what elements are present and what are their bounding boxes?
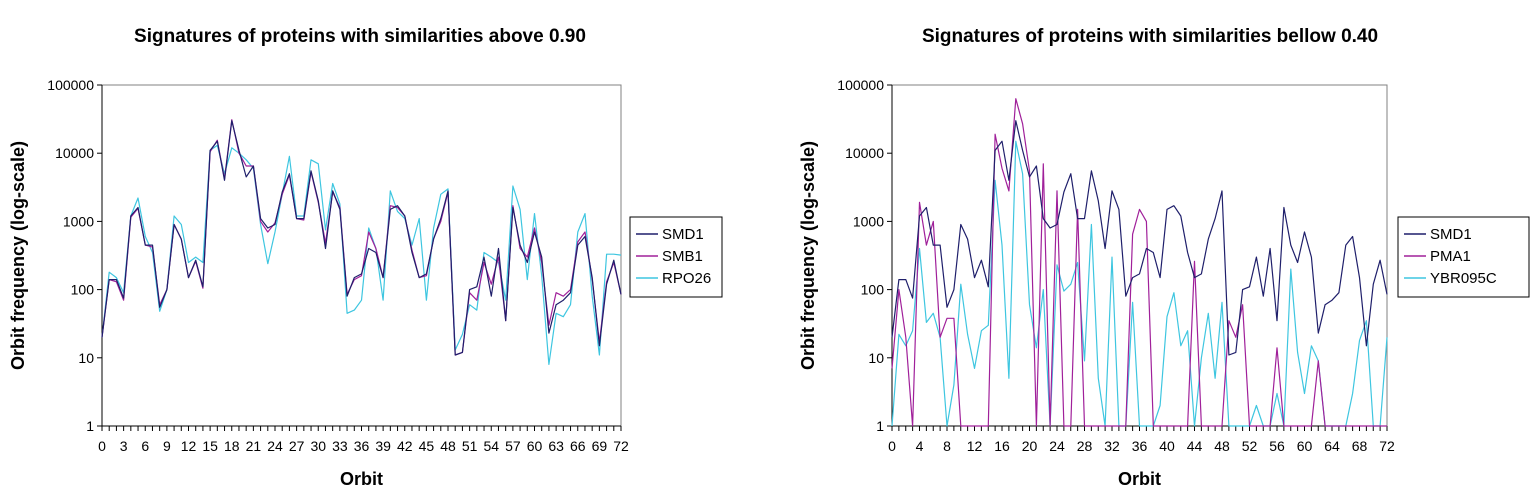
x-tick-label: 40: [1159, 438, 1175, 454]
legend-box-1: [629, 216, 723, 298]
legend-label-pma1: PMA1: [1430, 248, 1471, 265]
x-tick-label: 36: [1132, 438, 1148, 454]
x-tick-label: 45: [419, 438, 435, 454]
y-axis-label-1: Orbit frequency (log-scale): [8, 141, 28, 370]
x-tick-label: 36: [354, 438, 370, 454]
x-tick-label: 4: [916, 438, 924, 454]
x-tick-label: 16: [994, 438, 1010, 454]
x-tick-label: 27: [289, 438, 305, 454]
y-tick-label: 100: [71, 282, 95, 298]
x-tick-label: 69: [592, 438, 608, 454]
x-tick-label: 3: [120, 438, 128, 454]
x-tick-label: 66: [570, 438, 586, 454]
x-tick-label: 12: [967, 438, 983, 454]
y-tick-label: 1000: [63, 213, 94, 229]
x-tick-label: 48: [440, 438, 456, 454]
x-tick-label: 60: [1297, 438, 1313, 454]
y-axis-label-2: Orbit frequency (log-scale): [798, 141, 818, 370]
x-tick-label: 33: [332, 438, 348, 454]
legend-label-rpo26: RPO26: [662, 270, 711, 287]
y-tick-label: 10000: [845, 145, 884, 161]
y-tick-label: 10: [78, 350, 94, 366]
x-tick-label: 63: [548, 438, 564, 454]
x-tick-label: 44: [1187, 438, 1203, 454]
legend-label-smd1: SMD1: [1430, 226, 1472, 243]
x-tick-label: 21: [246, 438, 262, 454]
y-tick-label: 100: [861, 282, 885, 298]
legend-label-ybr095c: YBR095C: [1430, 270, 1497, 287]
x-tick-label: 64: [1324, 438, 1340, 454]
y-tick-label: 1000: [853, 213, 884, 229]
x-tick-label: 32: [1104, 438, 1120, 454]
y-tick-label: 100000: [47, 77, 94, 93]
chart-title-2: Signatures of proteins with similarities…: [922, 26, 1378, 47]
x-tick-label: 51: [462, 438, 478, 454]
x-tick-label: 48: [1214, 438, 1230, 454]
x-tick-label: 52: [1242, 438, 1258, 454]
x-tick-label: 54: [483, 438, 499, 454]
x-tick-label: 39: [375, 438, 391, 454]
x-tick-label: 0: [98, 438, 106, 454]
x-tick-label: 60: [527, 438, 543, 454]
legend-label-smd1: SMD1: [662, 226, 704, 243]
x-tick-label: 6: [141, 438, 149, 454]
x-axis-label-2: Orbit: [1118, 469, 1161, 489]
x-tick-label: 15: [202, 438, 218, 454]
series-line-rpo26: [101, 144, 622, 365]
x-tick-label: 20: [1022, 438, 1038, 454]
y-tick-label: 1: [86, 418, 94, 434]
x-tick-label: 57: [505, 438, 521, 454]
x-tick-label: 72: [613, 438, 629, 454]
x-tick-label: 24: [267, 438, 283, 454]
x-tick-label: 0: [888, 438, 896, 454]
series-line-smd1: [891, 120, 1388, 356]
x-tick-label: 68: [1352, 438, 1368, 454]
legend-label-smb1: SMB1: [662, 248, 703, 265]
x-tick-label: 8: [943, 438, 951, 454]
y-tick-label: 100000: [837, 77, 884, 93]
series-line-pma1: [891, 98, 1387, 427]
x-tick-label: 28: [1077, 438, 1093, 454]
x-tick-label: 12: [181, 438, 197, 454]
series-line-ybr095c: [891, 140, 1388, 427]
plot-area-2: [891, 84, 1388, 427]
legend-box-2: [1397, 216, 1530, 298]
x-tick-label: 42: [397, 438, 413, 454]
x-tick-label: 9: [163, 438, 171, 454]
x-tick-label: 24: [1049, 438, 1065, 454]
x-axis-label-1: Orbit: [340, 469, 383, 489]
plot-area-1: [101, 84, 622, 427]
series-line-smd1: [101, 120, 622, 356]
x-tick-label: 18: [224, 438, 240, 454]
x-tick-label: 30: [310, 438, 326, 454]
y-tick-label: 10: [868, 350, 884, 366]
x-tick-label: 56: [1269, 438, 1285, 454]
y-tick-label: 1: [876, 418, 884, 434]
x-tick-label: 72: [1379, 438, 1395, 454]
y-tick-label: 10000: [55, 145, 94, 161]
chart-title-1: Signatures of proteins with similarities…: [134, 26, 586, 47]
